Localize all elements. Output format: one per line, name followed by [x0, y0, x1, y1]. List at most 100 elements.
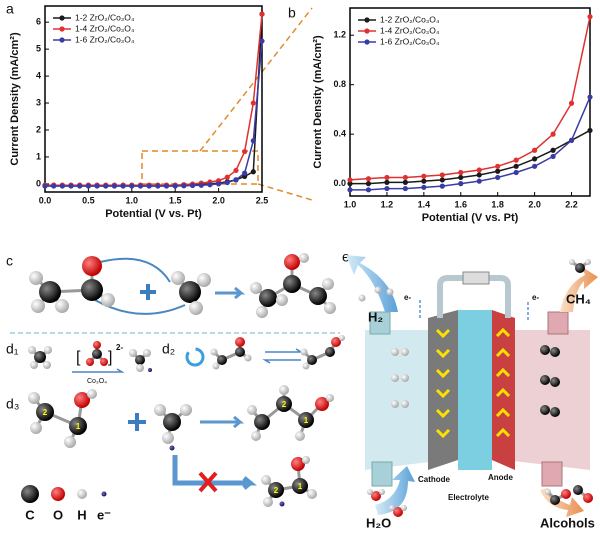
- marker: [181, 183, 187, 189]
- atom: [309, 287, 327, 305]
- atom: [315, 397, 329, 411]
- panel-label: d₁: [6, 341, 19, 357]
- atom-number: 1: [298, 482, 303, 491]
- anode-chamber: [505, 330, 590, 470]
- legend-marker: [364, 39, 370, 45]
- marker: [513, 169, 519, 176]
- marker: [189, 182, 196, 189]
- atom: [143, 349, 151, 357]
- atom: [101, 491, 107, 497]
- x-tick-label: 1.6: [455, 199, 468, 209]
- y-axis-label: Current Density (mA/cm²): [312, 35, 324, 169]
- atom: [550, 495, 560, 505]
- cell-label: H₂O: [366, 515, 391, 530]
- marker: [495, 168, 501, 174]
- atom: [36, 403, 54, 421]
- x-tick-label: 1.5: [169, 195, 182, 205]
- cell-label: Alcohols: [540, 515, 595, 530]
- y-tick-label: 0.0: [333, 178, 346, 188]
- atom: [283, 275, 301, 293]
- y-axis-label: Current Density (mA/cm²): [9, 32, 21, 166]
- atom: [300, 348, 308, 356]
- cell-label: CH₄: [566, 291, 591, 306]
- atom: [210, 348, 218, 356]
- x-tick-label: 2.0: [528, 199, 541, 209]
- marker: [51, 183, 57, 189]
- equilibrium-arrows: [262, 348, 304, 364]
- marker: [458, 169, 464, 176]
- marker: [439, 177, 445, 183]
- marker: [77, 183, 83, 189]
- atom: [235, 337, 245, 347]
- atom: [180, 404, 192, 416]
- atom: [389, 505, 395, 511]
- atom: [77, 489, 87, 499]
- atom: [129, 349, 137, 357]
- atom: [81, 279, 103, 301]
- plus: [140, 284, 156, 300]
- atom: [540, 405, 550, 415]
- h2o-arrow: [375, 466, 415, 515]
- atom: [401, 374, 409, 382]
- atom: [573, 485, 583, 495]
- atom: [169, 445, 175, 451]
- atom: [391, 400, 399, 408]
- atom: [86, 358, 94, 366]
- marker: [568, 100, 575, 106]
- atom: [284, 254, 300, 270]
- atom: [250, 282, 262, 294]
- marker: [233, 167, 239, 174]
- legend-label: 1-2 ZrO₂/Co₃O₄: [75, 12, 135, 22]
- y-tick-label: 0.8: [333, 79, 346, 89]
- marker: [59, 183, 65, 189]
- marker: [103, 183, 109, 189]
- atom: [244, 354, 252, 362]
- cell-label: Cathode: [418, 475, 451, 484]
- marker: [458, 174, 464, 181]
- atom: [162, 432, 174, 444]
- atom: [247, 405, 257, 415]
- atom: [28, 346, 36, 354]
- ch4-arrow: [560, 267, 598, 312]
- atom: [136, 364, 144, 372]
- atom: [550, 377, 560, 387]
- atom: [268, 482, 284, 498]
- marker: [495, 174, 501, 181]
- atom: [299, 253, 309, 263]
- x-tick-label: 2.2: [565, 199, 578, 209]
- atom: [171, 271, 185, 285]
- x-tick-label: 1.2: [381, 199, 394, 209]
- cross: [198, 471, 218, 493]
- marker: [365, 176, 372, 182]
- atom: [163, 413, 181, 431]
- legend-label: e⁻: [97, 507, 111, 522]
- atom: [154, 404, 166, 416]
- legend-marker: [364, 28, 370, 34]
- legend-label: H: [77, 507, 86, 522]
- atom: [386, 288, 394, 296]
- atom: [179, 281, 201, 303]
- atom: [291, 457, 305, 471]
- legend-label: 1-6 ZrO₂/Co₃O₄: [75, 34, 135, 44]
- x-tick-label: 1.0: [126, 195, 139, 205]
- atom: [21, 485, 39, 503]
- legend-label: 1-4 ZrO₂/Co₃O₄: [380, 25, 440, 35]
- atom: [391, 348, 399, 356]
- atom: [391, 374, 399, 382]
- marker: [207, 182, 213, 188]
- panel-label: a: [6, 1, 14, 17]
- legend-marker: [364, 17, 370, 23]
- marker: [250, 169, 256, 175]
- marker: [384, 179, 390, 185]
- marker: [250, 138, 256, 144]
- atom: [263, 497, 273, 507]
- atom: [393, 507, 403, 517]
- atom: [545, 489, 551, 495]
- atom: [276, 294, 288, 306]
- marker: [587, 94, 593, 100]
- marker: [242, 148, 248, 155]
- x-tick-label: 1.4: [418, 199, 431, 209]
- atom: [148, 368, 152, 372]
- y-tick-label: 1: [36, 151, 41, 161]
- marker: [513, 163, 519, 169]
